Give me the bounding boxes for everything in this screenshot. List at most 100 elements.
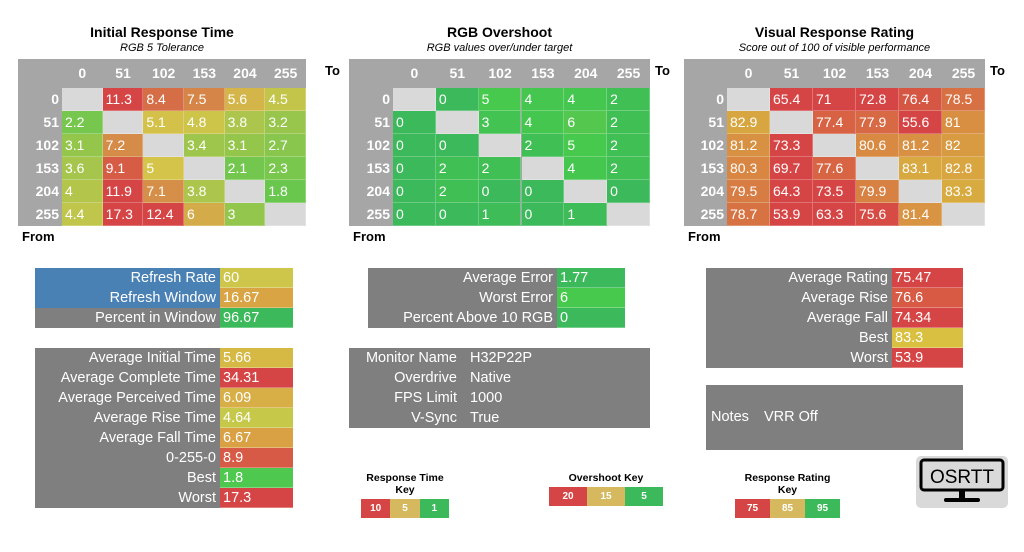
rating-summary: Average Rating 75.47 Average Rise 76.6 Avera…	[706, 268, 963, 368]
summary-row: Refresh Rate 60	[35, 268, 293, 288]
heatmap-cell: 0	[393, 203, 436, 226]
summary-value: 6	[557, 288, 625, 308]
summary-value: 1.8	[220, 468, 293, 488]
heatmap-cell: 0	[393, 180, 436, 203]
summary-row: Average Rating 75.47	[706, 268, 963, 288]
summary-label: Average Rise Time	[93, 410, 216, 426]
heatmap-cell: 5	[478, 88, 522, 111]
row-header-204: 204	[35, 183, 59, 199]
summary-value: 34.31	[220, 368, 293, 388]
summary-row: Average Rise Time 4.64	[35, 408, 293, 428]
key-cell: 20	[549, 487, 587, 506]
summary-label: 0-255-0	[166, 450, 216, 466]
heatmap-cell: 3.4	[184, 134, 225, 157]
heatmap-cell: 4	[521, 88, 565, 111]
heatmap-cell: 81	[942, 111, 985, 134]
empty-cell	[184, 157, 225, 180]
key-cells: 75 85 95	[735, 499, 840, 518]
column-header-204: 204	[233, 65, 257, 81]
summary-value: 5.66	[220, 348, 293, 368]
summary-label: Refresh Rate	[130, 270, 216, 286]
empty-cell	[478, 134, 522, 157]
summary-value: 0	[557, 308, 625, 328]
heatmap-cell: 12.4	[143, 203, 184, 226]
to-axis-label: To	[325, 63, 340, 78]
heatmap-cell: 82.9	[727, 111, 770, 134]
heatmap-cell: 79.5	[727, 180, 770, 203]
summary-value: 75.47	[892, 268, 963, 288]
row-header-51: 51	[374, 114, 390, 130]
heatmap-cell: 69.7	[770, 157, 813, 180]
heatmap-cell: 1	[564, 203, 608, 226]
heatmap-cell: 80.6	[856, 134, 899, 157]
heatmap-cell: 2	[607, 111, 650, 134]
heatmap-cell: 7.5	[184, 88, 225, 111]
column-header-255: 255	[273, 65, 298, 81]
summary-label: Average Error	[463, 270, 553, 286]
heatmap-cell: 2	[521, 134, 565, 157]
heatmap-cell: 8.4	[143, 88, 184, 111]
heatmap-cell: 2	[435, 180, 479, 203]
row-header-153: 153	[700, 160, 724, 176]
summary-value: 17.3	[220, 488, 293, 508]
heatmap-cell: 81.2	[727, 134, 770, 157]
summary-row: Best 1.8	[35, 468, 293, 488]
summary-row: Average Error 1.77	[368, 268, 625, 288]
row-header-0: 0	[382, 91, 390, 107]
color-key: Response Rating Key 75 85 95	[735, 472, 840, 518]
column-header-204: 204	[574, 65, 598, 81]
summary-value: 76.6	[892, 288, 963, 308]
heatmap-cell: 4.8	[184, 111, 225, 134]
summary-value: 60	[220, 268, 293, 288]
key-cells: 10 5 1	[361, 499, 449, 518]
heatmap-cell: 73.5	[813, 180, 856, 203]
summary-row: Refresh Window 16.67	[35, 288, 293, 308]
heatmap-cell: 81.4	[899, 203, 942, 226]
column-header-204: 204	[908, 65, 933, 81]
heatmap-cell: 0	[435, 134, 479, 157]
summary-row: Average Complete Time 34.31	[35, 368, 293, 388]
heatmap-cell: 80.3	[727, 157, 770, 180]
summary-label: Best	[186, 470, 216, 486]
column-header-51: 51	[115, 65, 131, 81]
column-header-0: 0	[78, 65, 87, 81]
column-header-255: 255	[616, 65, 641, 81]
heatmap-cell: 4	[564, 157, 608, 180]
summary-row: Average Perceived Time 6.09	[35, 388, 293, 408]
heatmap-cell: 65.4	[770, 88, 813, 111]
heatmap-cell: 77.9	[856, 111, 899, 134]
heatmap-cell: 83.1	[899, 157, 942, 180]
summary-value: 96.67	[220, 308, 293, 328]
color-key: Overshoot Key 20 15 5	[549, 472, 663, 506]
summary-label: Worst Error	[479, 290, 553, 306]
row-header-153: 153	[366, 160, 390, 176]
empty-cell	[856, 157, 899, 180]
heatmap-cell: 53.9	[770, 203, 813, 226]
notes-label: Notes	[711, 409, 749, 425]
to-axis-label: To	[655, 63, 670, 78]
heatmap-cell: 75.6	[856, 203, 899, 226]
heatmap-cell: 3.2	[265, 111, 306, 134]
summary-row: FPS Limit 1000	[349, 388, 650, 408]
summary-label: Average Perceived Time	[58, 390, 216, 406]
summary-label: Percent in Window	[95, 310, 216, 326]
osrtt-logo: OSRTT	[916, 456, 1008, 508]
heatmap-cell: 71	[813, 88, 856, 111]
row-header-102: 102	[700, 137, 724, 153]
row-header-204: 204	[366, 183, 390, 199]
key-cell: 5	[625, 487, 663, 506]
heatmap-cell: 0	[521, 203, 565, 226]
row-header-0: 0	[716, 91, 724, 107]
empty-cell	[521, 157, 565, 180]
empty-cell	[393, 88, 436, 111]
summary-value: 8.9	[220, 448, 293, 468]
column-header-153: 153	[865, 65, 890, 81]
empty-cell	[899, 180, 942, 203]
heatmap-cell: 2.1	[224, 157, 266, 180]
heatmap-cell: 73.3	[770, 134, 813, 157]
heatmap-cell: 11.3	[102, 88, 144, 111]
summary-row: Average Fall Time 6.67	[35, 428, 293, 448]
summary-value: 6.67	[220, 428, 293, 448]
heatmap-cell: 11.9	[102, 180, 144, 203]
heatmap-grid: 0 0 51 51 102 102 153 153 204 204 255 255 0 5 4 4 2 0 3 4 6 2…	[349, 59, 650, 226]
